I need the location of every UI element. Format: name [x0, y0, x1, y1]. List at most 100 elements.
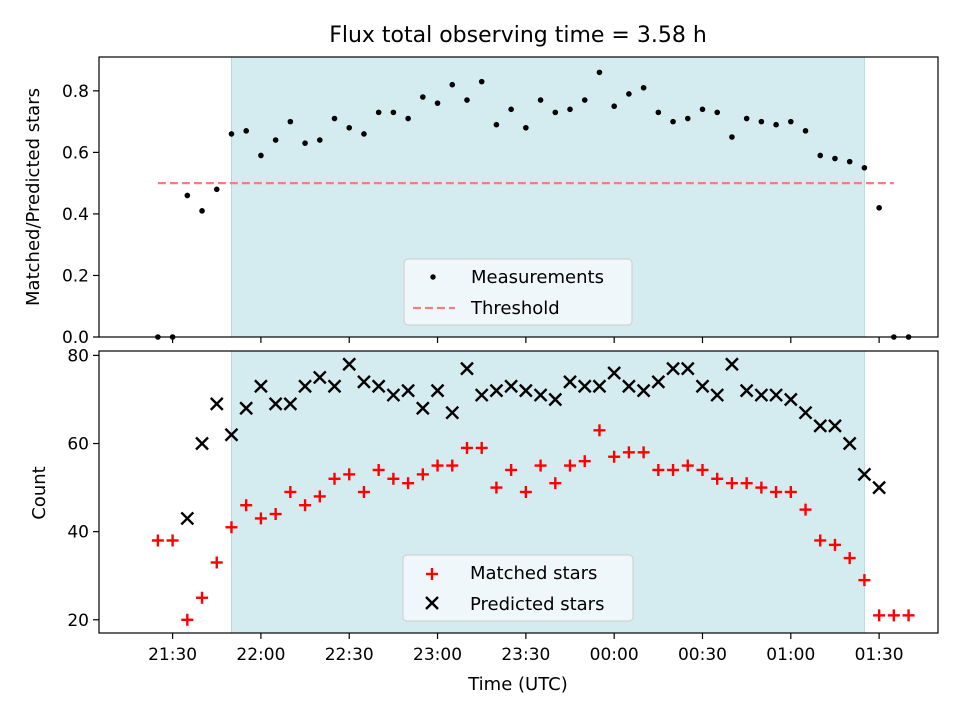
predicted-stars-point [209, 397, 224, 411]
matched-stars-point [902, 609, 915, 622]
matched-stars-point [828, 538, 841, 551]
measurement-point [832, 155, 838, 162]
matched-stars-point [681, 459, 694, 472]
predicted-stars-point [710, 388, 725, 402]
legend-marker-matched [426, 568, 438, 580]
predicted-stars-point [828, 419, 842, 433]
predicted-stars-point [460, 361, 474, 376]
matched-stars-point [328, 472, 341, 485]
y-tick-label: 0.6 [62, 143, 89, 163]
matched-stars-point [490, 481, 503, 494]
predicted-stars-point [666, 361, 680, 376]
matched-stars-point [343, 468, 356, 481]
measurement-point [861, 164, 868, 171]
measurement-point [287, 118, 294, 125]
x-tick-label: 22:30 [325, 645, 374, 665]
predicted-stars-point [607, 366, 622, 380]
predicted-stars-point [224, 427, 239, 442]
matched-stars-point [873, 609, 886, 622]
measurement-point [802, 128, 809, 134]
matched-stars-point [887, 609, 900, 622]
measurement-point [361, 131, 367, 137]
predicted-stars-point [430, 383, 445, 398]
predicted-stars-point [813, 419, 828, 433]
y-tick-label: 0.8 [62, 82, 89, 102]
predicted-stars-point [239, 401, 254, 416]
legend-label-matched: Matched stars [470, 563, 597, 584]
measurement-point [552, 109, 559, 116]
matched-stars-point [372, 463, 385, 476]
predicted-stars-point [312, 370, 327, 385]
matched-stars-point [637, 446, 650, 459]
x-ticks-bottom: 21:30 22:00 22:30 23:00 23:30 00:00 00:30 01:00… [148, 633, 904, 665]
matched-stars-point [475, 441, 488, 454]
matched-stars-point [652, 463, 665, 476]
matched-stars-point [505, 463, 518, 476]
predicted-stars-point [195, 436, 209, 451]
predicted-stars-point [445, 405, 460, 420]
predicted-stars-point [474, 388, 489, 402]
measurement-point [684, 115, 691, 122]
matched-stars-point [608, 450, 621, 463]
measurement-point [773, 121, 779, 128]
matched-stars-point [446, 459, 459, 472]
measurement-point [508, 106, 514, 113]
x-axis-label: Time (UTC) [467, 674, 568, 695]
measurement-point [228, 131, 235, 137]
predicted-stars-point [622, 379, 636, 394]
matched-stars-point [711, 472, 724, 485]
legend-label-threshold: Threshold [470, 298, 560, 319]
legend-label-predicted: Predicted stars [470, 594, 604, 615]
measurement-point [184, 192, 191, 199]
predicted-stars-point [548, 392, 563, 407]
x-tick-label: 23:30 [501, 645, 550, 665]
predicted-stars-point [415, 401, 430, 416]
matched-stars-point [784, 486, 797, 498]
predicted-stars-point [504, 379, 518, 394]
predicted-stars-point [519, 383, 533, 398]
y-tick-label: 80 [67, 346, 89, 366]
matched-stars-point [534, 459, 547, 472]
measurement-point [655, 109, 662, 116]
matched-stars-point [357, 486, 370, 498]
chart-title: Flux total observing time = 3.58 h [329, 23, 707, 48]
predicted-stars-point [533, 388, 548, 402]
predicted-stars-point [371, 379, 386, 394]
x-tick-label: 01:00 [766, 645, 815, 665]
predicted-stars-point [680, 361, 695, 376]
measurement-point [817, 152, 824, 159]
legend-box-bottom [402, 554, 634, 622]
measurement-point [449, 81, 456, 88]
measurement-point [581, 97, 588, 103]
measurement-point [420, 94, 426, 100]
legend-box-top [403, 258, 633, 326]
matched-stars-point [402, 477, 415, 490]
measurement-point [302, 140, 308, 146]
predicted-stars-point [695, 379, 710, 394]
measurement-point [405, 115, 411, 122]
matched-stars-point [299, 499, 312, 512]
matched-stars-point [210, 556, 223, 569]
predicted-stars-point [489, 383, 504, 398]
predicted-stars-point [592, 379, 607, 394]
y-tick-label: 0.2 [62, 266, 89, 286]
matched-stars-point [431, 459, 444, 472]
legend-top: Measurements Threshold [403, 258, 633, 326]
legend-label-measurements: Measurements [471, 267, 604, 288]
matched-stars-point [460, 441, 473, 454]
matched-stars-point [564, 459, 577, 472]
measurement-point [258, 152, 264, 159]
x-tick-label: 22:00 [236, 645, 285, 665]
measurement-point [478, 78, 485, 85]
matched-stars-point [593, 424, 606, 437]
matched-stars-point [740, 477, 753, 490]
measurement-point [331, 115, 338, 122]
y-tick-label: 20 [67, 611, 89, 631]
measurement-point [537, 97, 544, 103]
matched-stars-point [387, 472, 400, 485]
measurement-point [611, 103, 617, 110]
predicted-stars-point [754, 388, 769, 402]
measurement-point [523, 124, 529, 131]
x-tick-label: 01:30 [855, 645, 904, 665]
